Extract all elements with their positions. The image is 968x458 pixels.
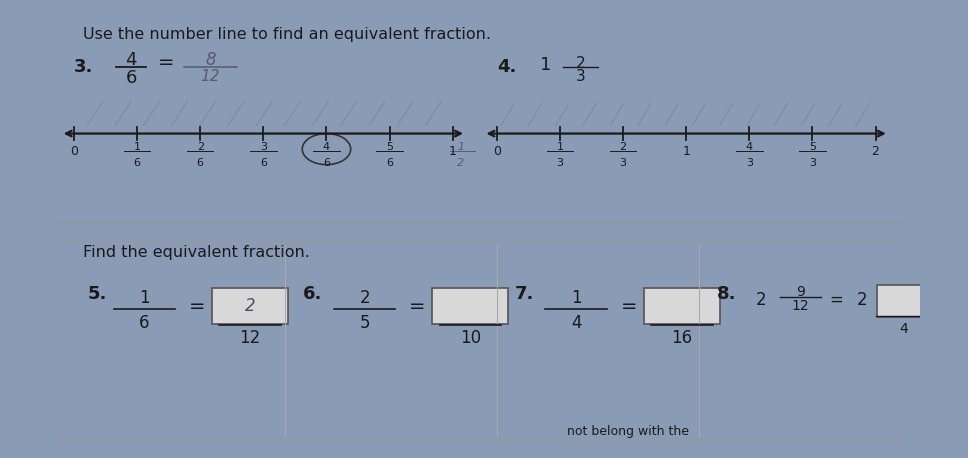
Text: 5: 5 — [386, 142, 393, 153]
Text: 2: 2 — [576, 56, 586, 71]
Text: =: = — [409, 297, 426, 316]
Text: 2: 2 — [871, 145, 880, 158]
Text: 6: 6 — [134, 158, 140, 168]
Text: 0: 0 — [493, 145, 500, 158]
Text: Use the number line to find an equivalent fraction.: Use the number line to find an equivalen… — [82, 27, 491, 42]
Text: Find the equivalent fraction.: Find the equivalent fraction. — [82, 245, 310, 260]
Text: 1: 1 — [457, 142, 465, 153]
Text: 2: 2 — [197, 142, 204, 153]
FancyBboxPatch shape — [877, 285, 931, 317]
Text: 1: 1 — [139, 289, 150, 307]
Text: 5: 5 — [359, 314, 370, 332]
Text: 12: 12 — [239, 329, 260, 347]
Text: 7.: 7. — [514, 284, 533, 303]
Text: not belong with the: not belong with the — [567, 425, 689, 438]
Text: 3.: 3. — [74, 58, 93, 76]
Text: 4: 4 — [571, 314, 582, 332]
FancyBboxPatch shape — [433, 288, 508, 324]
Text: 6: 6 — [126, 69, 136, 87]
Text: 2: 2 — [756, 291, 767, 309]
FancyBboxPatch shape — [644, 288, 719, 324]
Text: =: = — [620, 297, 637, 316]
Text: 1: 1 — [449, 145, 457, 158]
Text: 8.: 8. — [717, 284, 737, 303]
Text: 6: 6 — [139, 314, 150, 332]
Text: 6: 6 — [197, 158, 203, 168]
Text: 3: 3 — [620, 158, 626, 168]
Text: 1: 1 — [539, 56, 551, 74]
Text: 2: 2 — [857, 291, 867, 309]
Text: 3: 3 — [809, 158, 816, 168]
Text: 4: 4 — [745, 142, 753, 153]
Text: 2: 2 — [620, 142, 626, 153]
Text: 2: 2 — [457, 158, 465, 168]
Text: 1: 1 — [557, 142, 563, 153]
Text: 5.: 5. — [87, 284, 106, 303]
Text: =: = — [829, 291, 843, 309]
Text: 1: 1 — [134, 142, 140, 153]
Text: 2: 2 — [245, 297, 256, 315]
Text: 9: 9 — [797, 284, 805, 299]
Text: 6: 6 — [386, 158, 393, 168]
Text: =: = — [158, 53, 174, 72]
Text: 0: 0 — [70, 145, 78, 158]
Text: 4: 4 — [126, 51, 136, 69]
Text: 4.: 4. — [497, 58, 516, 76]
Text: 3: 3 — [259, 142, 267, 153]
Text: 8: 8 — [205, 51, 216, 69]
Text: 4: 4 — [899, 322, 908, 336]
Text: 3: 3 — [745, 158, 753, 168]
Text: 3: 3 — [557, 158, 563, 168]
Text: 12: 12 — [792, 299, 809, 313]
Text: 4: 4 — [323, 142, 330, 153]
Text: 16: 16 — [671, 329, 692, 347]
Text: 6.: 6. — [303, 284, 322, 303]
Text: 10: 10 — [460, 329, 481, 347]
FancyBboxPatch shape — [212, 288, 288, 324]
Text: 1: 1 — [682, 145, 690, 158]
Text: 12: 12 — [200, 69, 221, 84]
Text: =: = — [189, 297, 205, 316]
Text: 5: 5 — [809, 142, 816, 153]
Text: 6: 6 — [259, 158, 267, 168]
Text: 1: 1 — [571, 289, 582, 307]
Text: 3: 3 — [576, 69, 586, 84]
Text: 2: 2 — [359, 289, 370, 307]
Text: 6: 6 — [323, 158, 330, 168]
